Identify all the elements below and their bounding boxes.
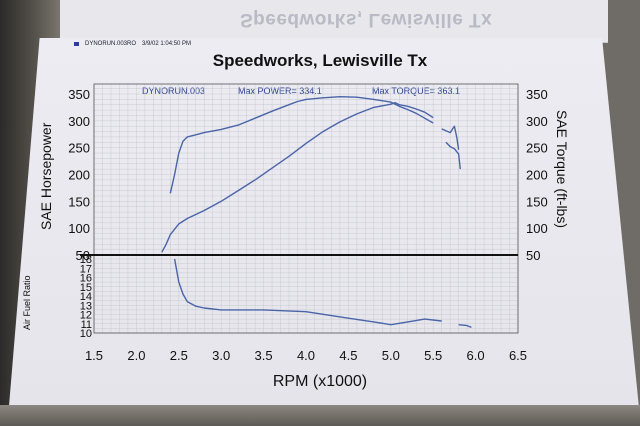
y-tick-label-right: 150 xyxy=(526,194,548,209)
x-tick-label: 6.0 xyxy=(467,348,485,363)
run-annotation: DYNORUN.003 xyxy=(142,86,206,96)
x-tick-label: 6.5 xyxy=(509,348,527,363)
x-tick-label: 4.0 xyxy=(297,348,315,363)
datetime: 3/9/02 1:04:50 PM xyxy=(142,41,192,47)
afr-tick-label: 12 xyxy=(80,310,92,322)
x-tick-label: 2.0 xyxy=(127,348,145,363)
y-tick-label-right: 50 xyxy=(526,248,540,263)
desk-edge xyxy=(0,405,640,426)
series-horsepower-line xyxy=(161,101,434,253)
y-tick-label-left: 300 xyxy=(68,114,90,129)
x-tick-label: 5.0 xyxy=(382,348,400,363)
y-axis-label-right: SAE Torque (ft-lbs) xyxy=(554,110,570,229)
header-marker-icon xyxy=(74,42,79,46)
afr-tick-label: 15 xyxy=(80,282,92,294)
y-tick-label-right: 100 xyxy=(526,221,548,236)
max-torque-annotation: Max TORQUE= 363.1 xyxy=(372,86,460,96)
x-tick-label: 5.5 xyxy=(424,348,442,363)
back-page: Speedworks, Lewisville Tx xyxy=(60,0,608,43)
file-info: DYNORUN.003RO xyxy=(85,41,137,47)
tick-labels: 1.5 2.0 2.5 3.0 3.5 4.0 4.5 5.0 5.5 6.0 6.5 50 100 15… xyxy=(68,87,547,363)
y-tick-label-left: 50 xyxy=(76,248,90,263)
afr-tick-label: 18 xyxy=(80,254,92,266)
y-tick-label-left: 100 xyxy=(68,221,90,236)
y-tick-label-left: 150 xyxy=(68,194,90,209)
afr-tick-label: 13 xyxy=(80,300,92,312)
y-tick-label-right: 300 xyxy=(526,114,548,129)
y-tick-label-right: 250 xyxy=(526,141,548,156)
series-tail-a-line xyxy=(441,125,460,150)
grid-bottom xyxy=(93,255,519,334)
y-axis-label-left: SAE Horsepower xyxy=(38,122,54,230)
series-afr-tail-line xyxy=(458,324,472,329)
y-tick-label-right: 200 xyxy=(526,168,548,183)
grid-top xyxy=(93,84,519,256)
y-tick-label-left: 350 xyxy=(68,87,90,102)
series-tail-b-line xyxy=(445,141,461,170)
y-tick-label-left: 200 xyxy=(68,168,90,183)
chart-title: Speedworks, Lewisville Tx xyxy=(212,51,428,70)
afr-tick-label: 11 xyxy=(81,319,92,331)
afr-tick-label: 10 xyxy=(80,328,92,340)
x-tick-label: 3.0 xyxy=(212,348,230,363)
x-tick-label: 3.5 xyxy=(255,348,273,363)
afr-tick-label: 17 xyxy=(80,263,92,275)
max-power-annotation: Max POWER= 334.1 xyxy=(238,86,322,96)
y-tick-label-left: 250 xyxy=(68,141,90,156)
plot-frames xyxy=(80,83,519,334)
x-axis-label: RPM (x1000) xyxy=(272,373,368,390)
x-tick-label: 1.5 xyxy=(85,348,103,363)
series-torque-line xyxy=(169,96,434,194)
afr-tick-label: 14 xyxy=(80,291,92,303)
x-tick-label: 4.5 xyxy=(339,348,357,363)
y-tick-label-right: 350 xyxy=(526,87,548,102)
header-strip: DYNORUN.003RO 3/9/02 1:04:50 PM xyxy=(74,41,191,47)
y-axis-label-afr: Air Fuel Ratio xyxy=(22,275,32,330)
x-tick-label: 2.5 xyxy=(170,348,188,363)
series-lines xyxy=(161,96,472,329)
series-afr-line xyxy=(173,258,442,326)
afr-tick-label: 16 xyxy=(80,273,92,285)
